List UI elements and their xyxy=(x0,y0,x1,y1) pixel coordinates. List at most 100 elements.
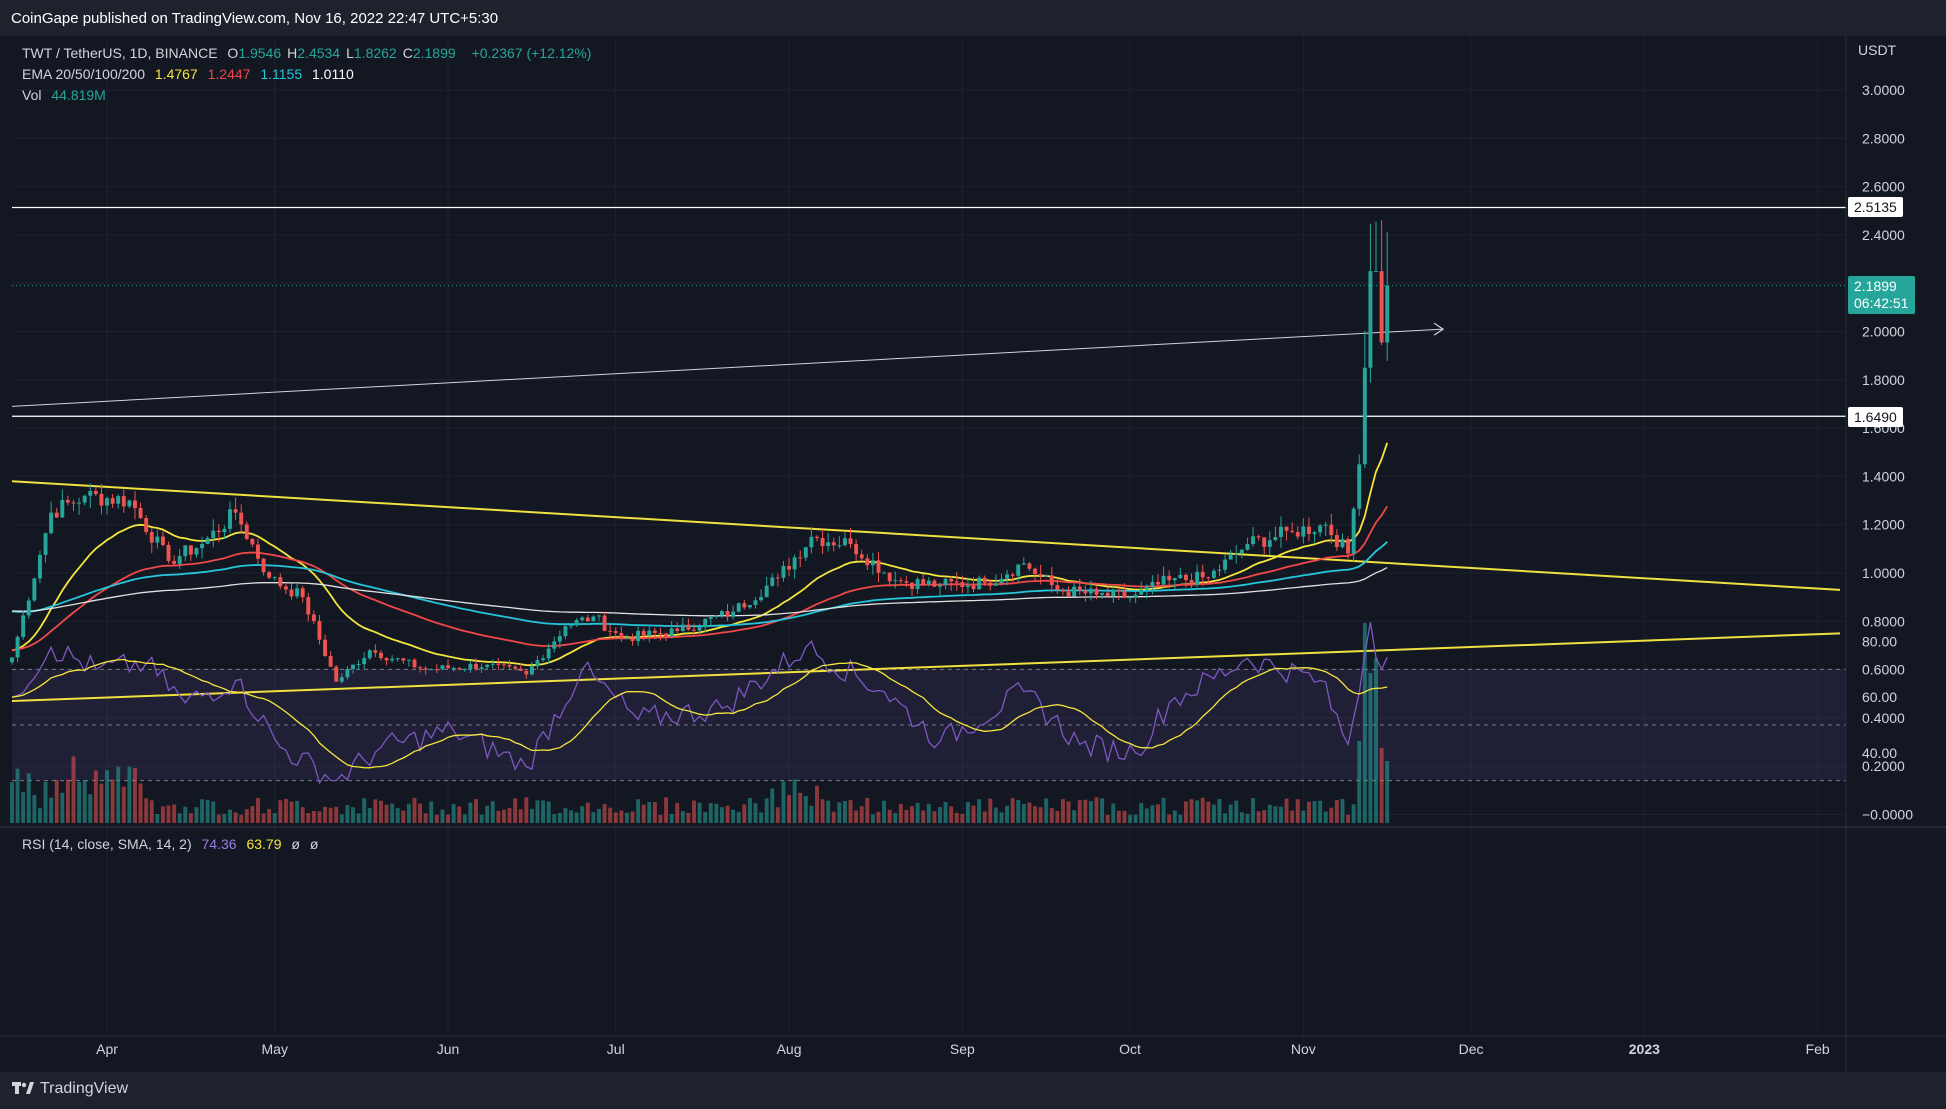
volume-bar xyxy=(982,811,987,823)
time-tick-label: Jul xyxy=(607,1041,625,1057)
ohlc-value: 1.8262 xyxy=(353,45,397,61)
candle-body xyxy=(792,557,797,570)
volume-bar xyxy=(43,781,48,823)
volume-bar xyxy=(893,813,898,823)
volume-bar xyxy=(1150,805,1155,823)
volume-bar xyxy=(675,803,680,823)
candle-body xyxy=(859,554,864,559)
volume-bar xyxy=(557,812,562,823)
volume-bar xyxy=(356,813,361,823)
volume-bar xyxy=(865,798,870,823)
volume-bar xyxy=(641,804,646,823)
trendline-lower xyxy=(11,632,1841,702)
volume-bar xyxy=(546,801,551,823)
candle-body xyxy=(194,548,199,555)
price-axis[interactable]: 3.00002.80002.60002.40002.20002.00001.80… xyxy=(1862,82,1913,823)
volume-bar xyxy=(1010,798,1015,823)
candle-body xyxy=(664,633,669,637)
volume-bar xyxy=(244,809,249,823)
candle-body xyxy=(848,538,853,545)
trendlines[interactable] xyxy=(11,322,1841,702)
rsi-label: RSI (14, close, SMA, 14, 2) xyxy=(22,836,192,852)
volume-bar xyxy=(172,804,177,823)
volume-bar xyxy=(1116,810,1121,823)
candle-body xyxy=(552,641,557,649)
volume-bar xyxy=(1385,761,1390,823)
volume-bar xyxy=(787,794,791,823)
candle-body xyxy=(1005,574,1010,579)
candles[interactable] xyxy=(10,220,1390,684)
candle-body xyxy=(1156,581,1160,585)
candle-body xyxy=(138,508,143,519)
price-tick-label: 2.8000 xyxy=(1862,130,1905,146)
candle-body xyxy=(960,582,965,588)
candle-body xyxy=(306,597,311,615)
price-tick-label: 1.8000 xyxy=(1862,372,1905,388)
symbol-legend[interactable]: TWT / TetherUS, 1D, BINANCE O1.9546 H2.45… xyxy=(22,45,597,61)
volume-bar xyxy=(1295,799,1300,823)
volume-bar xyxy=(116,766,121,823)
candle-body xyxy=(1245,544,1250,550)
tradingview-logo[interactable]: TradingView xyxy=(12,1080,128,1098)
candle-body xyxy=(1021,563,1026,565)
candle-body xyxy=(893,580,898,582)
volume-bar xyxy=(1273,806,1278,823)
candle-body xyxy=(854,544,859,555)
volume-bar xyxy=(529,808,534,823)
volume-bar xyxy=(624,812,629,823)
ohlc-key: L xyxy=(346,45,354,61)
candle-body xyxy=(647,630,652,636)
volume-bar xyxy=(1340,798,1345,823)
price-chart[interactable]: 3.00002.80002.60002.40002.20002.00001.80… xyxy=(0,36,1946,1072)
ema-legend[interactable]: EMA 20/50/100/200 1.4767 1.2447 1.1155 1… xyxy=(22,66,360,82)
volume-bar xyxy=(870,814,875,823)
time-axis[interactable]: Apr May Jun Jul Aug Sep Oct Nov Dec 2023 Feb xyxy=(96,1041,1830,1057)
candle-body xyxy=(831,542,836,546)
candle-body xyxy=(524,670,529,675)
volume-bar xyxy=(228,809,232,823)
candle-body xyxy=(166,544,171,561)
volume-bar xyxy=(764,798,769,823)
time-tick-label: Apr xyxy=(96,1041,118,1057)
level-high-tag[interactable]: 2.5135 xyxy=(1848,197,1903,217)
volume-bar xyxy=(177,813,182,823)
time-tick-label: Feb xyxy=(1806,1041,1830,1057)
time-tick-label: Nov xyxy=(1291,1041,1316,1057)
symbol-name[interactable]: TWT / TetherUS, 1D, BINANCE xyxy=(22,45,218,61)
volume-bar xyxy=(1206,801,1211,823)
volume-bar xyxy=(1094,797,1099,823)
candle-body xyxy=(798,557,803,559)
price-tick-label: 1.4000 xyxy=(1862,468,1905,484)
volume-bar xyxy=(88,794,93,823)
rsi-legend[interactable]: RSI (14, close, SMA, 14, 2) 74.36 63.79 … xyxy=(22,836,324,852)
candle-body xyxy=(1055,585,1060,590)
candle-body xyxy=(121,496,126,507)
candle-body xyxy=(1094,588,1099,595)
volume-bar xyxy=(60,792,65,823)
rsi-axis[interactable]: 80.00 60.00 40.00 xyxy=(1862,634,1897,761)
volume-bar xyxy=(904,809,909,823)
candle-body xyxy=(971,585,976,590)
level-low-tag[interactable]: 1.6490 xyxy=(1848,407,1903,427)
candle-body xyxy=(1234,553,1239,555)
candle-body xyxy=(490,663,495,665)
volume-bar xyxy=(775,807,780,823)
volume-bar xyxy=(384,804,389,823)
ohlc-value: 1.9546 xyxy=(238,45,282,61)
last-price-tag[interactable]: 2.1899 06:42:51 xyxy=(1848,276,1915,314)
candle-body xyxy=(1385,285,1390,343)
candle-body xyxy=(1183,574,1188,581)
candle-body xyxy=(965,585,970,588)
candle-body xyxy=(1161,575,1166,585)
volume-bar xyxy=(267,809,272,823)
volume-bar xyxy=(501,809,506,823)
volume-bar xyxy=(602,804,607,823)
volume-legend[interactable]: Vol 44.819M xyxy=(22,87,112,103)
volume-bar xyxy=(188,813,193,823)
horizontal-levels[interactable] xyxy=(12,206,1846,417)
candle-body xyxy=(1256,536,1261,538)
candle-body xyxy=(820,538,825,547)
volume-bar xyxy=(686,812,691,823)
candle-body xyxy=(569,625,573,627)
volume-bar xyxy=(261,813,266,823)
